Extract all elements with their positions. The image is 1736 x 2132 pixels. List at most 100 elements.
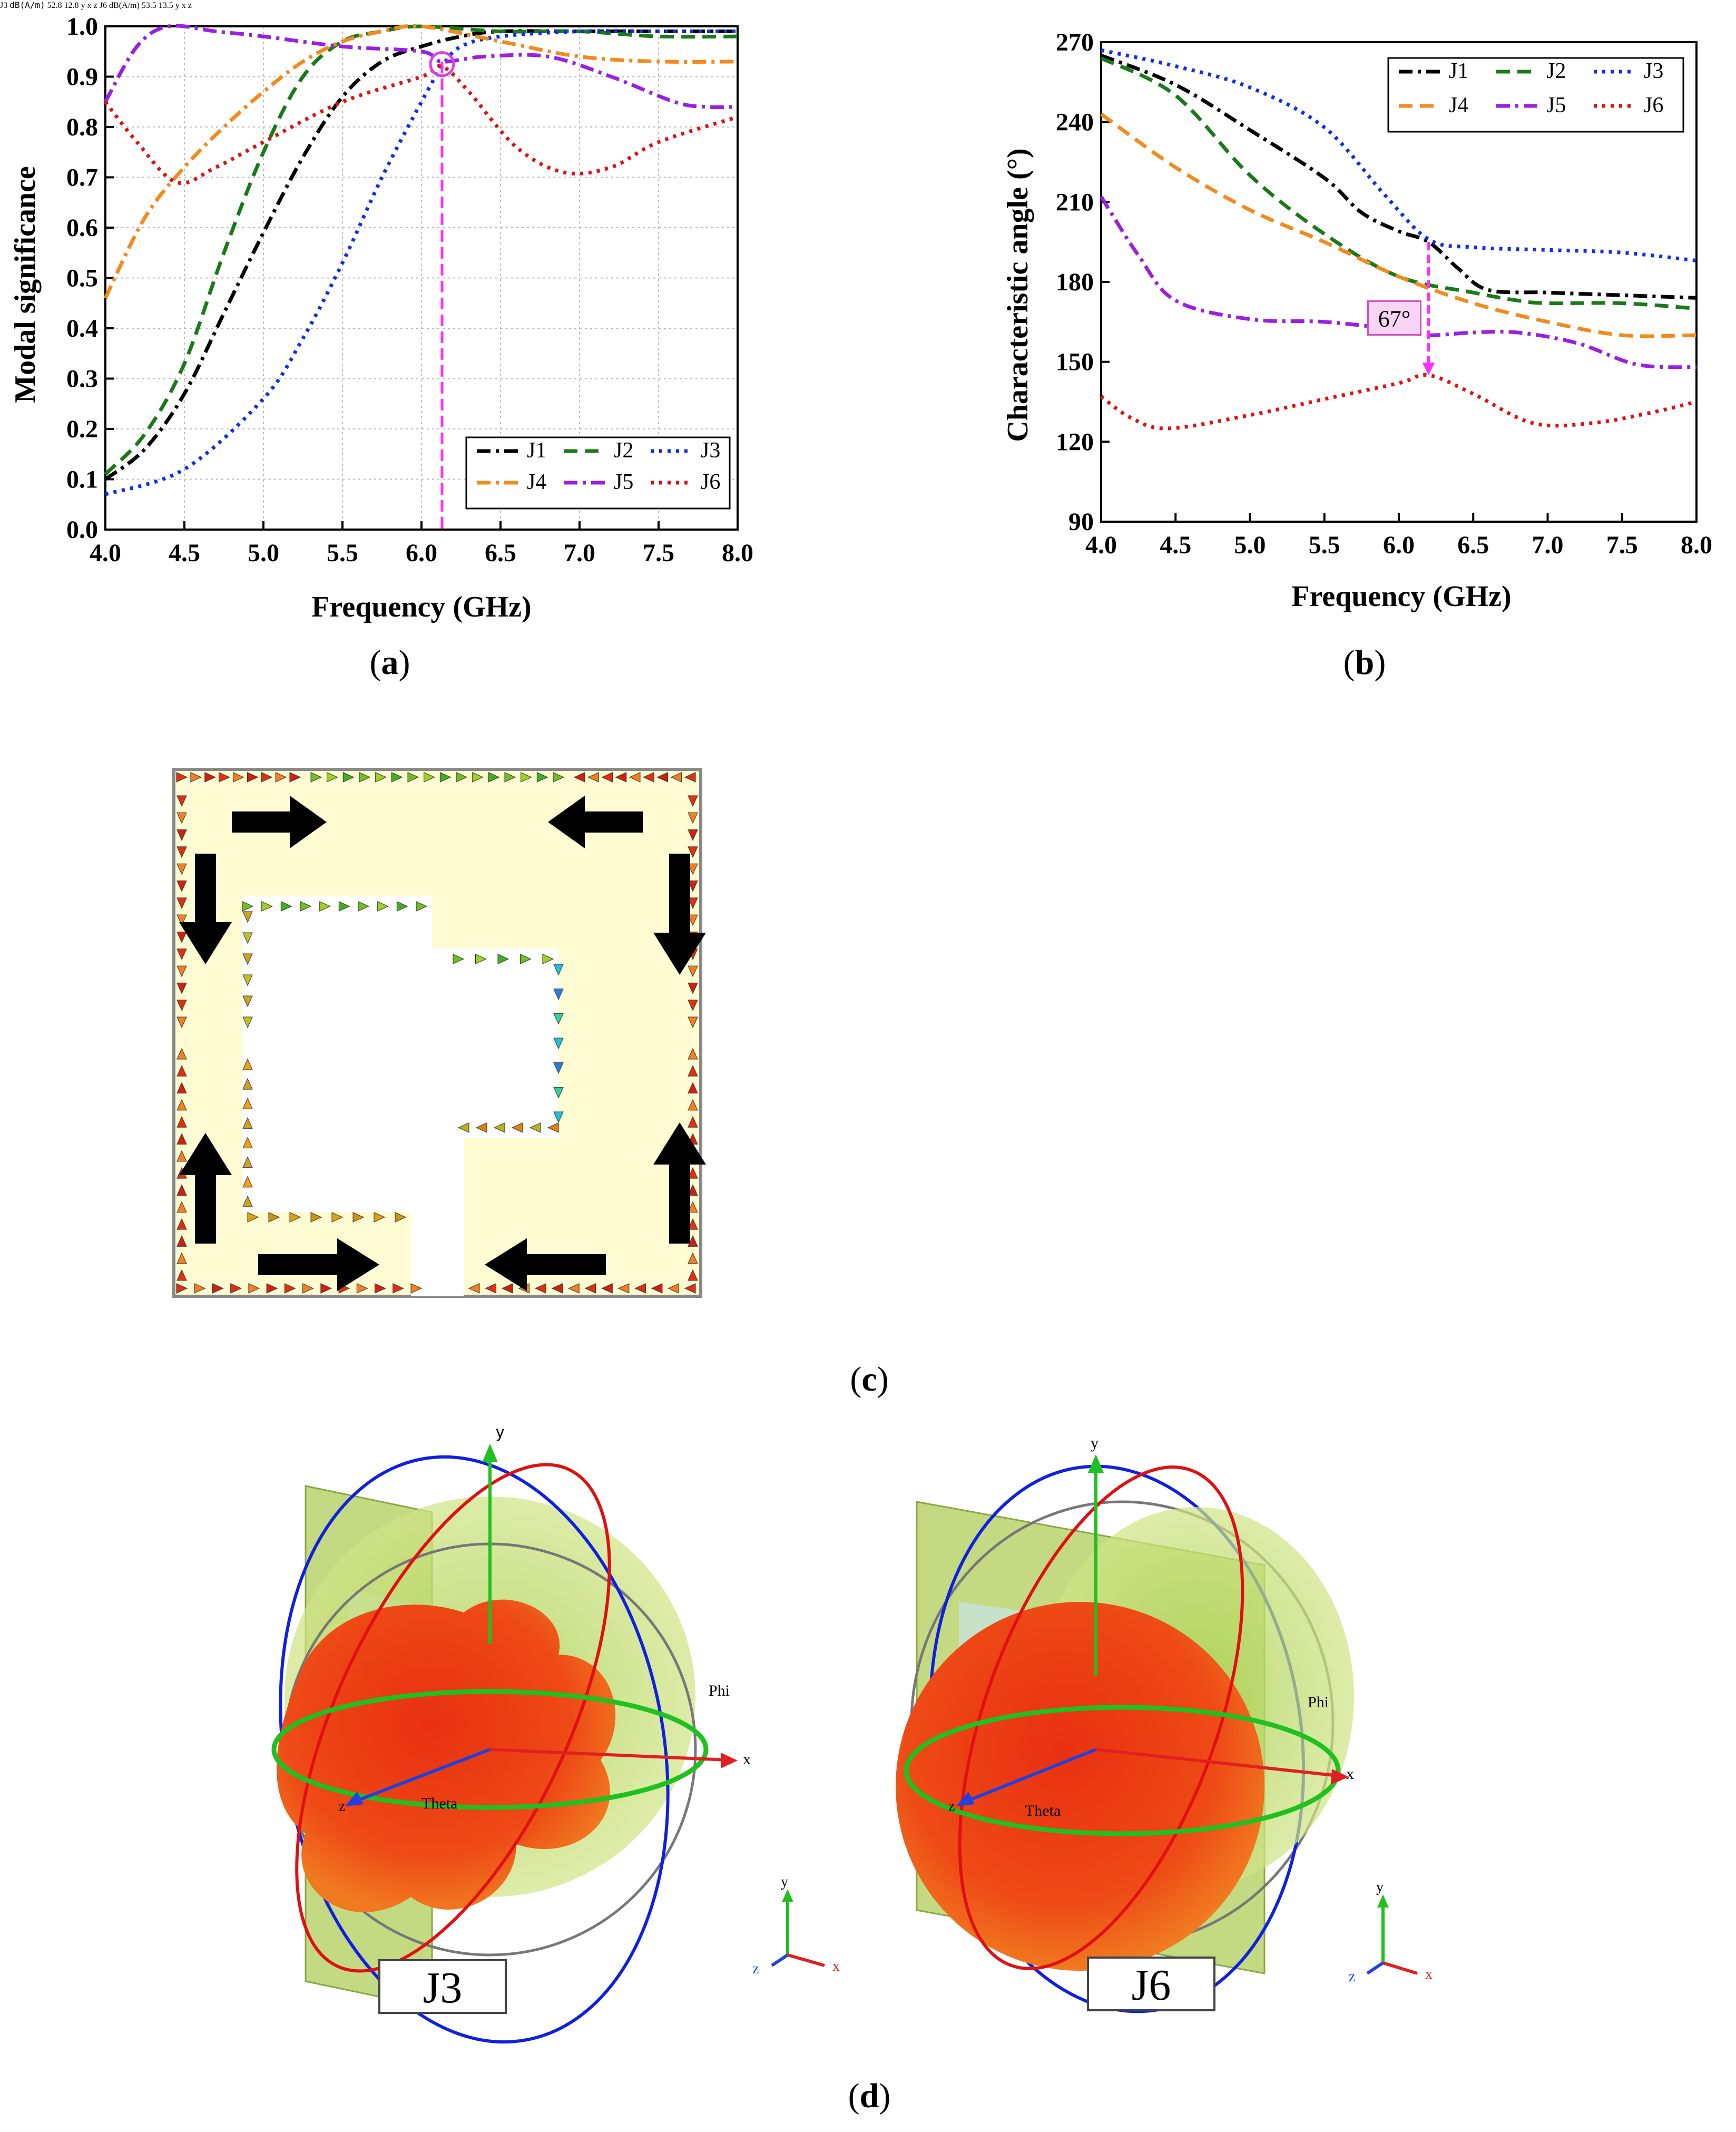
- current-arrow: [688, 965, 698, 977]
- current-arrow: [377, 901, 389, 912]
- current-arrow: [688, 1116, 698, 1128]
- current-arrow: [615, 772, 627, 783]
- current-arrow: [302, 1283, 314, 1294]
- current-arrow: [396, 901, 408, 912]
- current-arrow: [521, 772, 532, 783]
- current-arrow: [391, 772, 403, 783]
- current-arrow: [310, 772, 322, 783]
- current-arrow: [352, 1212, 365, 1223]
- current-arrow: [553, 1111, 564, 1123]
- current-arrow: [407, 772, 419, 783]
- current-arrow: [212, 1283, 224, 1294]
- current-arrow: [688, 1082, 698, 1094]
- current-arrow: [242, 1098, 253, 1109]
- current-arrow: [688, 829, 698, 841]
- current-arrow: [289, 1212, 301, 1223]
- current-arrow: [634, 1283, 646, 1294]
- y-tick-label: 180: [1056, 268, 1094, 296]
- current-arrow: [247, 772, 259, 783]
- current-arrow: [395, 1212, 407, 1223]
- series-line-j4: [103, 24, 738, 299]
- current-arrow: [475, 1122, 487, 1133]
- svg-text:y: y: [1376, 1879, 1384, 1895]
- svg-text:x: x: [1425, 1966, 1433, 1982]
- current-arrow: [688, 982, 698, 994]
- annotation-box: [1367, 300, 1421, 336]
- current-arrow: [300, 901, 312, 912]
- current-arrow: [176, 1235, 187, 1247]
- current-arrow: [319, 901, 331, 912]
- x-tick-label: 6.0: [406, 539, 437, 567]
- current-arrow: [242, 995, 253, 1008]
- chart-a-plot: 4.0 4.5 5.0 5.5 6.0 6.5 7.0 7.5 8.0 0.0 0.1 0.2 0.3 0…: [66, 13, 753, 567]
- current-arrow: [497, 954, 509, 964]
- current-arrow: [176, 931, 187, 943]
- current-arrow: [520, 954, 532, 964]
- current-arrow: [358, 901, 370, 912]
- svg-text:Phi: Phi: [709, 1682, 730, 1699]
- current-arrow: [342, 772, 355, 783]
- current-arrow: [529, 1122, 541, 1133]
- current-arrow: [242, 953, 253, 965]
- current-arrow: [242, 1176, 253, 1188]
- current-arrow: [457, 1122, 469, 1133]
- x-tick-label: 4.0: [90, 539, 121, 567]
- current-arrow: [439, 772, 452, 783]
- chart-a-xlabel: Frequency (GHz): [311, 591, 531, 623]
- current-arrow: [684, 1283, 696, 1294]
- current-arrow: [475, 954, 487, 964]
- current-arrow: [242, 1058, 253, 1070]
- radiation-pattern-j6: y x z Phi Theta y x z: [896, 1434, 1433, 2013]
- current-arrow: [176, 1252, 187, 1264]
- marker-circle: [429, 51, 455, 77]
- current-arrow: [261, 901, 273, 912]
- y-tick-label: 0.5: [66, 265, 98, 292]
- y-tick-label: 0.7: [66, 164, 98, 192]
- series-line-j6: [104, 64, 739, 185]
- current-arrow: [176, 795, 187, 807]
- colorbar-j6: dB(A/m) 53.5 504642383430262218 13.5: [109, 1, 173, 10]
- label-j3-c: J3: [0, 1, 8, 10]
- y-tick-label: 90: [1068, 508, 1094, 536]
- current-arrow: [242, 1016, 253, 1029]
- current-arrow: [688, 795, 698, 807]
- current-arrow: [468, 1283, 480, 1294]
- current-arrow: [338, 901, 350, 912]
- current-arrow: [204, 772, 216, 783]
- chart-b-plot: 4.0 4.5 5.0 5.5 6.0 6.5 7.0 7.5 8.0 90 120 150 180 21…: [1056, 28, 1712, 559]
- x-tick-label: 6.0: [1383, 531, 1415, 559]
- legend-label-j4: J4: [1449, 93, 1468, 118]
- current-arrow: [488, 772, 500, 783]
- axis-triad-c-j3: y x z: [81, 1, 97, 10]
- current-arrows-j3: [176, 772, 698, 1294]
- current-arrow: [688, 1218, 698, 1230]
- x-tick-label: 5.0: [1234, 531, 1266, 559]
- y-tick-label: 0.1: [66, 466, 98, 494]
- current-arrow: [176, 1269, 187, 1281]
- svg-text:y: y: [495, 1423, 505, 1442]
- current-arrow: [393, 1283, 404, 1294]
- radiation-pattern-j3: y x z Phi Theta y x z: [271, 1423, 840, 2044]
- current-arrow: [547, 1122, 559, 1133]
- legend-label-j2: J2: [614, 438, 633, 463]
- y-tick-label: 120: [1056, 428, 1094, 456]
- current-arrow: [553, 1013, 564, 1025]
- current-arrow: [176, 1065, 187, 1077]
- chart-b-ylabel: Characteristic angle (°): [1002, 148, 1034, 442]
- current-arrow: [688, 897, 698, 909]
- chart-a-modal-significance: 4.0 4.5 5.0 5.5 6.0 6.5 7.0 7.5 8.0 0.0 0.1 0.2 0.3 0…: [9, 13, 753, 623]
- current-arrow: [656, 772, 668, 783]
- current-map-j3: [172, 768, 706, 1298]
- current-arrow: [601, 772, 613, 783]
- panel-c-current-distribution: [172, 768, 706, 1298]
- current-arrow: [176, 1218, 187, 1230]
- label-box-j3-d: [378, 1959, 507, 2014]
- y-tick-label: 0.2: [66, 415, 98, 443]
- current-arrow: [688, 1065, 698, 1077]
- current-arrow: [684, 772, 696, 783]
- caption-b: (b): [1343, 643, 1386, 682]
- y-tick-label: 0.0: [66, 516, 98, 544]
- current-arrow: [247, 1212, 259, 1223]
- current-arrow: [472, 772, 484, 783]
- svg-text:y: y: [1091, 1434, 1099, 1452]
